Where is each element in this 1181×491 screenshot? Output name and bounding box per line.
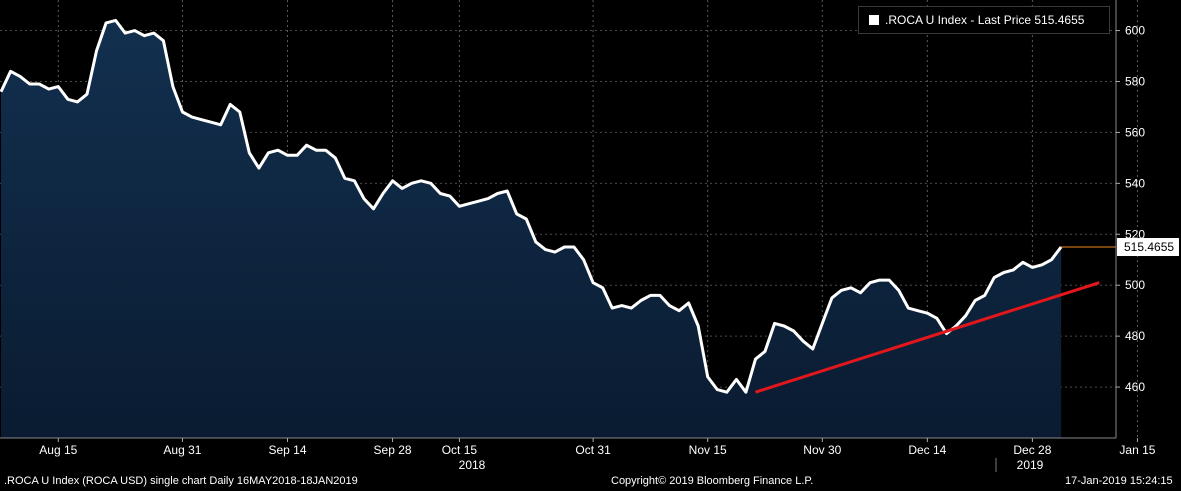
y-tick-label: 500	[1125, 278, 1145, 292]
y-tick-label: 580	[1125, 74, 1145, 88]
x-tick-label: Sep 14	[268, 443, 306, 457]
footer-copyright: Copyright© 2019 Bloomberg Finance L.P.	[611, 475, 814, 487]
last-price-label: 515.4655	[1124, 240, 1174, 254]
x-tick-label: Dec 14	[908, 443, 946, 457]
last-price-bg	[1117, 238, 1179, 257]
y-tick-label: 540	[1125, 176, 1145, 190]
x-tick-label: Sep 28	[374, 443, 412, 457]
x-tick-label: Nov 30	[803, 443, 841, 457]
y-tick-label: 560	[1125, 125, 1145, 139]
price-line	[0, 18, 1063, 394]
x-tick-label: Nov 15	[689, 443, 727, 457]
footer-timestamp: 17-Jan-2019 15:24:15	[1065, 475, 1173, 487]
x-tick-label: Jan 15	[1119, 443, 1155, 457]
y-tick-label: 520	[1125, 227, 1145, 241]
x-axis: Aug 15 Aug 31 Sep 14 Sep 28 Oct 15 Oct 31 Nov …	[39, 438, 1156, 472]
x-tick-label: Oct 31	[575, 443, 611, 457]
x-tick-label: Aug 15	[39, 443, 77, 457]
legend-label: .ROCA U Index - Last Price 515.4655	[885, 13, 1085, 27]
x-year-label: 2018	[459, 458, 486, 472]
x-tick-label: Dec 28	[1013, 443, 1051, 457]
legend-swatch	[869, 15, 879, 25]
axes	[0, 0, 1117, 439]
x-year-label: 2019	[1017, 458, 1044, 472]
last-price-box: 515.4655	[1117, 238, 1179, 257]
footer-description: .ROCA U Index (ROCA USD) single chart Da…	[4, 475, 358, 487]
legend: .ROCA U Index - Last Price 515.4655	[858, 6, 1110, 34]
y-tick-label: 600	[1125, 24, 1145, 38]
y-tick-label: 460	[1125, 380, 1145, 394]
y-tick-label: 480	[1125, 329, 1145, 343]
trend-line	[754, 281, 1100, 394]
y-axis: 460 480 500 520 540 560 580 600	[1116, 24, 1145, 394]
x-tick-label: Aug 31	[163, 443, 201, 457]
x-tick-label: Oct 15	[442, 443, 478, 457]
